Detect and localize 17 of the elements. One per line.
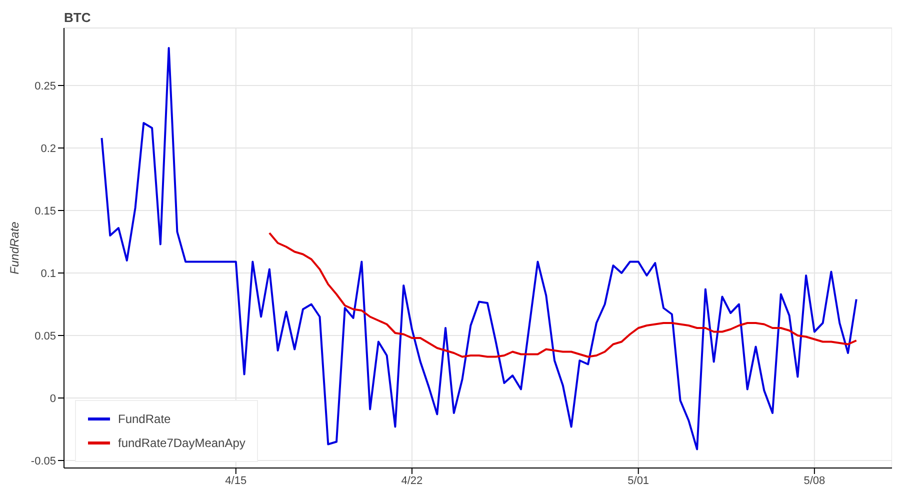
x-tick-label: 5/08 (804, 474, 826, 487)
y-tick-label: -0.05 (30, 455, 56, 468)
y-tick-label: 0.2 (40, 142, 56, 155)
y-tick-label: 0.1 (40, 268, 56, 280)
legend-label: fundRate7DayMeanApy (118, 435, 246, 452)
line-series (100, 47, 858, 450)
x-tick-label: 4/22 (401, 474, 423, 487)
line-series (268, 232, 858, 358)
y-tick-label: 0.05 (34, 330, 56, 342)
y-tick-label: 0.15 (34, 205, 56, 218)
y-tick-label: 0 (50, 392, 56, 405)
legend-label: FundRate (118, 411, 171, 428)
y-tick-label: 0.25 (34, 80, 56, 92)
chart-title: BTC (64, 10, 91, 25)
x-tick-label: 4/15 (225, 474, 247, 487)
y-axis-title: FundRate (7, 221, 22, 274)
x-tick-label: 5/01 (628, 474, 650, 487)
